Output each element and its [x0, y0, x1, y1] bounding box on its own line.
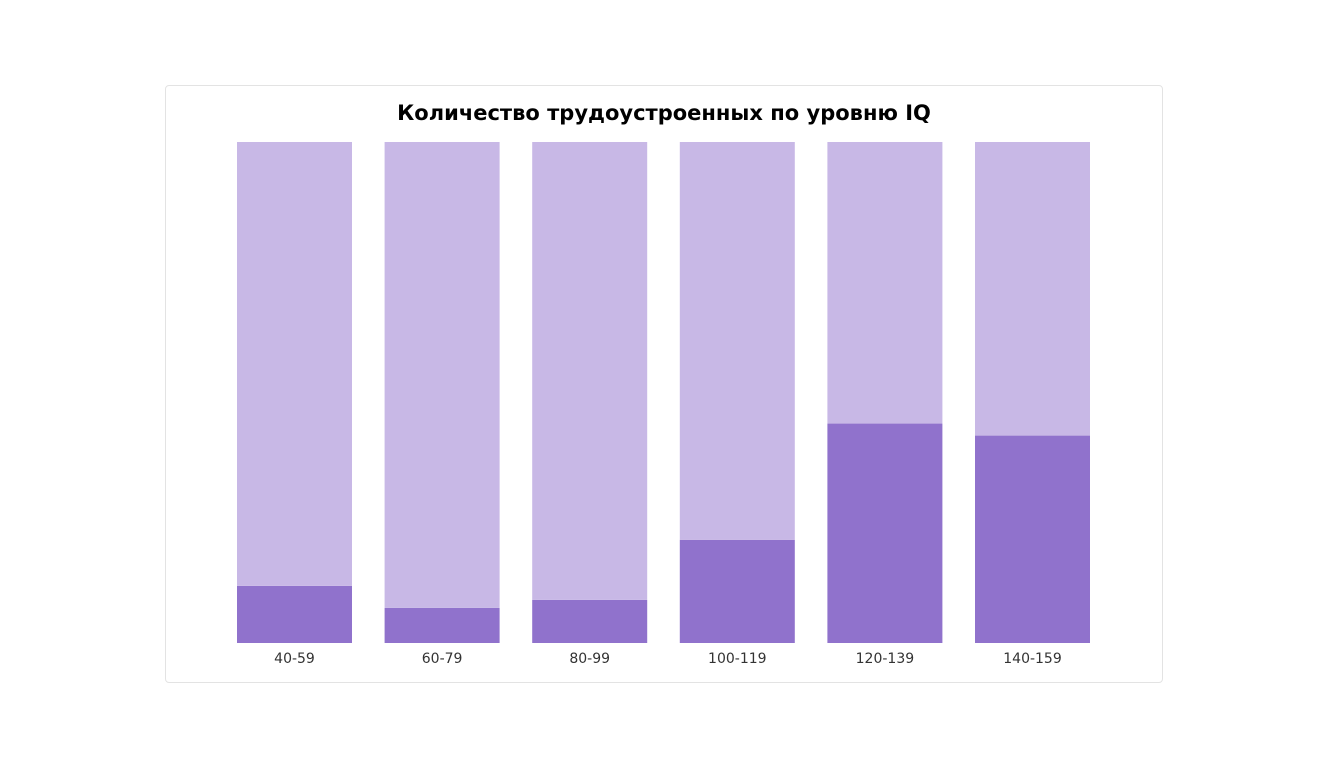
bar-80-99-segment-2 [532, 142, 648, 600]
x-tick-label: 100-119 [708, 651, 767, 667]
chart-title: Количество трудоустроенных по уровню IQ [397, 101, 931, 125]
x-tick-label: 40-59 [274, 651, 315, 667]
bar-100-119-segment-2 [679, 142, 795, 540]
bar-80-99-segment-1 [532, 599, 648, 643]
bar-chart: 40-59 60-79 80-99 100-119 120-139 140-159 [237, 142, 1090, 667]
bar-40-59-segment-2 [237, 142, 352, 586]
bar-120-139-segment-1 [827, 423, 943, 643]
bar-60-79-segment-2 [384, 142, 500, 608]
x-tick-label: 80-99 [569, 651, 610, 667]
x-tick-label: 120-139 [856, 651, 915, 667]
x-tick-label: 60-79 [422, 651, 463, 667]
bar-140-159-segment-1 [975, 435, 1090, 643]
x-tick-label: 140-159 [1003, 651, 1062, 667]
bar-100-119-segment-1 [679, 539, 795, 643]
bar-120-139-segment-2 [827, 142, 943, 424]
chart-card: Количество трудоустроенных по уровню IQ … [165, 85, 1163, 683]
bar-60-79-segment-1 [384, 607, 500, 643]
bar-140-159-segment-2 [975, 142, 1090, 436]
bar-40-59-segment-1 [237, 585, 352, 643]
